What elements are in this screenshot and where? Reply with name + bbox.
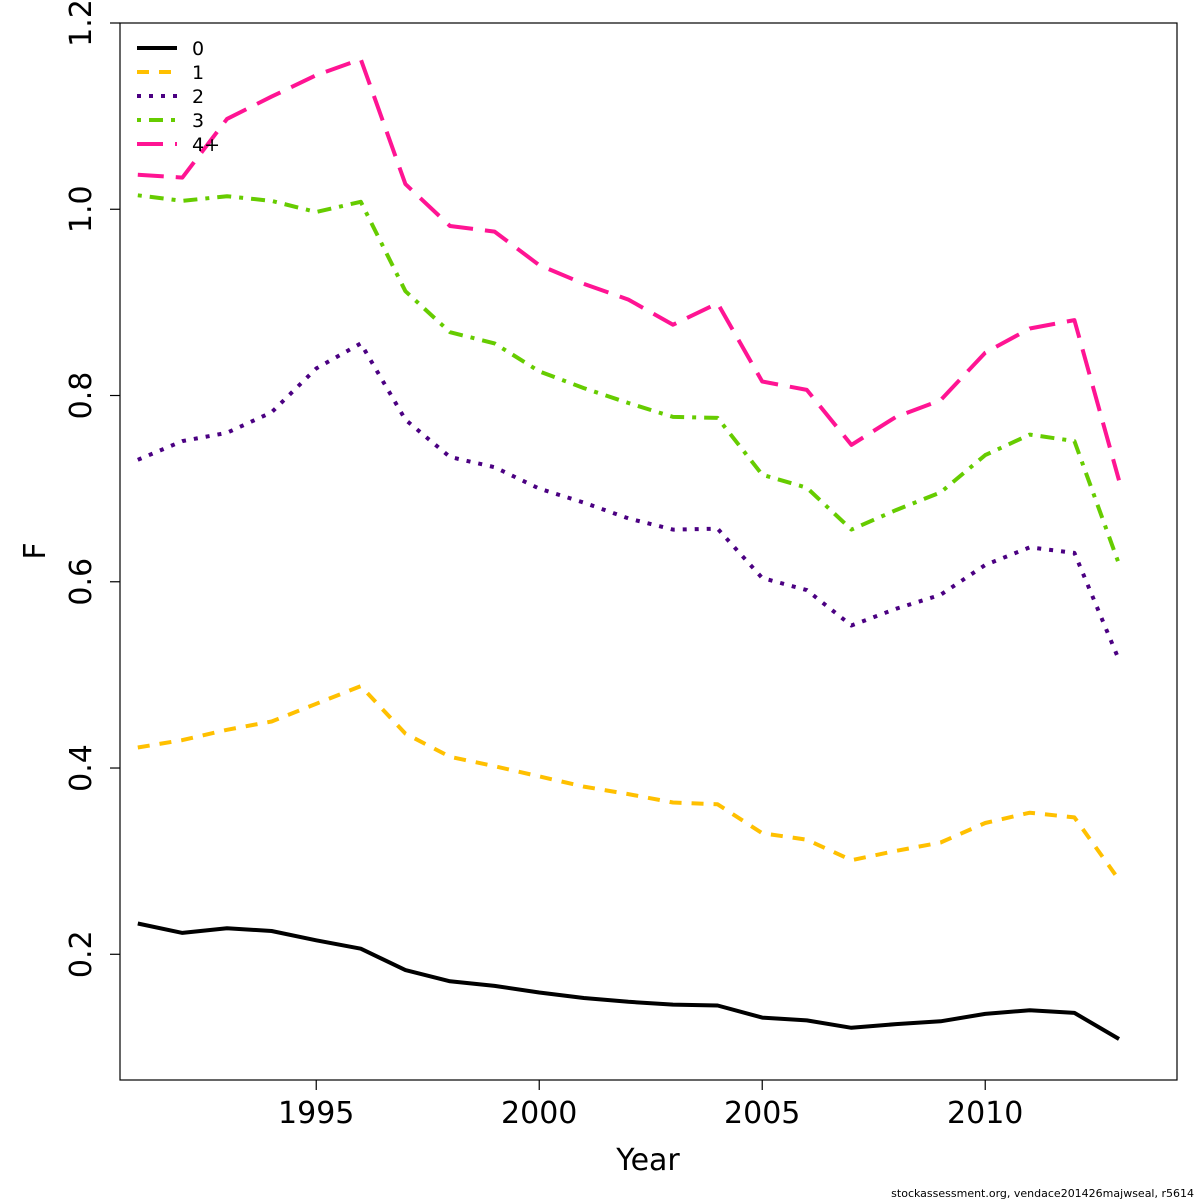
series-layer — [137, 57, 1121, 1041]
y-axis: 0.2 0.4 0.6 0.8 1.0 1.2 — [64, 0, 120, 978]
x-tick-label: 2010 — [947, 1096, 1023, 1131]
x-tick-label: 2005 — [724, 1096, 800, 1131]
y-tick-label: 1.2 — [64, 0, 99, 47]
series-line-2 — [137, 341, 1121, 661]
x-axis: 1995 2000 2005 2010 — [278, 1080, 1023, 1131]
x-tick-label: 1995 — [278, 1096, 354, 1131]
y-axis-title: F — [18, 542, 53, 559]
legend-label-4+: 4+ — [192, 134, 220, 156]
legend-label-0: 0 — [192, 38, 204, 60]
y-tick-label: 1.0 — [64, 185, 99, 233]
series-line-3 — [137, 193, 1121, 565]
y-tick-label: 0.6 — [64, 558, 99, 606]
footer-credit: stockassessment.org, vendace201426majwse… — [891, 1187, 1194, 1200]
x-axis-title: Year — [615, 1143, 680, 1178]
series-line-1 — [137, 684, 1121, 881]
series-line-0 — [137, 921, 1121, 1041]
y-tick-label: 0.2 — [64, 930, 99, 978]
legend-label-3: 3 — [192, 110, 204, 132]
y-tick-label: 0.8 — [64, 372, 99, 420]
legend-label-1: 1 — [192, 62, 204, 84]
y-tick-label: 0.4 — [64, 744, 99, 792]
plot-frame — [119, 22, 1178, 1081]
x-tick-label: 2000 — [501, 1096, 577, 1131]
legend-label-2: 2 — [192, 86, 204, 108]
series-line-4+ — [137, 57, 1121, 481]
